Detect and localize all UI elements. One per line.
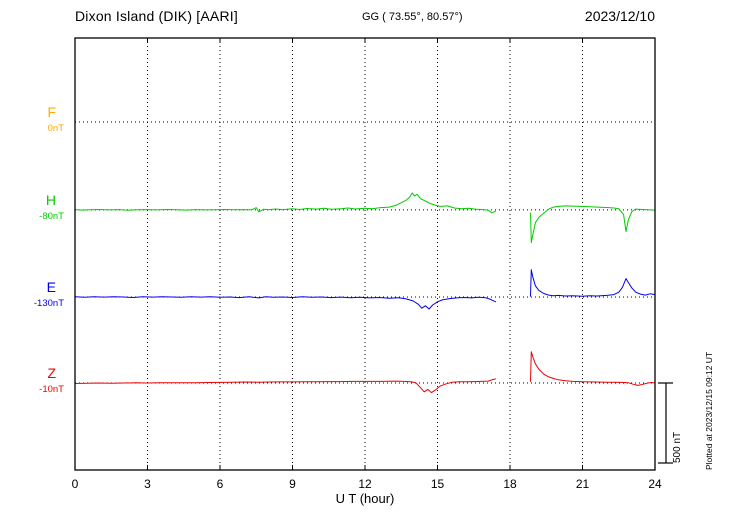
- trace-E: [530, 269, 656, 297]
- component-letter-Z: Z: [47, 364, 56, 381]
- trace-Z: [530, 351, 656, 386]
- x-tick-label-9: 9: [289, 477, 296, 491]
- x-tick-label-24: 24: [648, 477, 662, 491]
- station-title: Dixon Island (DIK) [AARI]: [75, 8, 238, 24]
- x-tick-label-3: 3: [144, 477, 151, 491]
- component-letter-H: H: [45, 191, 56, 208]
- x-tick-label-21: 21: [575, 477, 590, 491]
- x-axis-label: U T (hour): [335, 491, 395, 506]
- component-offset-E: -130nT: [33, 297, 64, 309]
- x-tick-label-6: 6: [216, 477, 224, 491]
- component-offset-H: -80nT: [39, 210, 64, 222]
- trace-H: [530, 205, 656, 244]
- scale-bar-label: 500 nT: [672, 431, 683, 463]
- plot-date: 2023/12/10: [584, 8, 655, 24]
- component-letter-E: E: [46, 278, 56, 295]
- x-tick-label-18: 18: [503, 477, 517, 491]
- component-offset-F: 0nT: [47, 122, 64, 134]
- trace-E: [74, 296, 496, 310]
- trace-H: [74, 192, 496, 214]
- trace-Z: [74, 378, 496, 394]
- geographic-coordinates: GG ( 73.55°, 80.57°): [362, 11, 463, 23]
- component-offset-Z: -10nT: [39, 383, 64, 395]
- x-tick-label-0: 0: [71, 477, 79, 491]
- x-tick-label-15: 15: [430, 477, 445, 491]
- plotted-timestamp-note: Plotted at 2023/12/15 09:12 UT: [704, 351, 714, 470]
- component-letter-F: F: [47, 103, 56, 120]
- x-tick-label-12: 12: [358, 477, 372, 491]
